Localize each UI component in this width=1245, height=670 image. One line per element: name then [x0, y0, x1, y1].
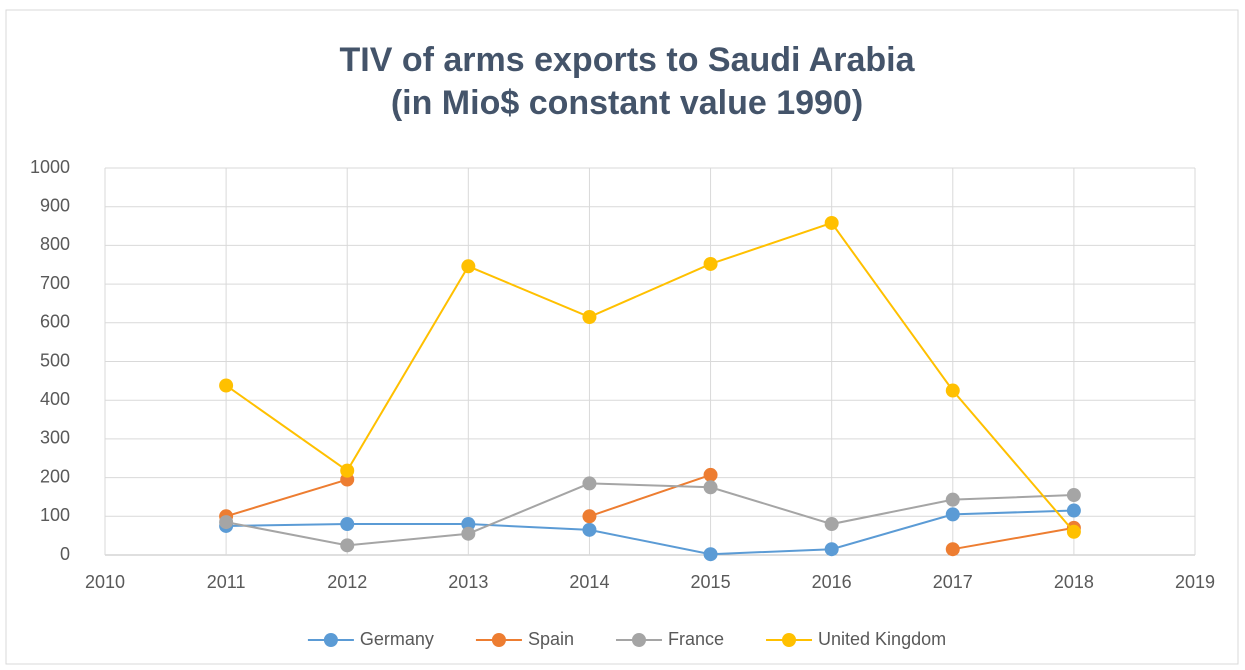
data-point [945, 542, 960, 557]
data-point [461, 259, 476, 274]
data-point [582, 309, 597, 324]
x-tick-label: 2010 [85, 572, 125, 592]
x-tick-label: 2016 [812, 572, 852, 592]
x-tick-label: 2015 [691, 572, 731, 592]
data-point [340, 517, 355, 532]
series-line [225, 482, 1074, 547]
data-point [219, 515, 234, 530]
data-point [1066, 488, 1081, 503]
x-tick-label: 2011 [207, 572, 246, 592]
data-point [703, 480, 718, 495]
data-point [824, 542, 839, 557]
y-tick-label: 300 [40, 428, 70, 448]
data-point [582, 476, 597, 491]
legend-label: France [668, 629, 724, 649]
x-tick-label: 2019 [1175, 572, 1215, 592]
legend-marker [323, 633, 338, 647]
y-tick-label: 200 [40, 466, 70, 486]
y-tick-label: 400 [40, 389, 70, 409]
data-point [945, 492, 960, 507]
legend-label: Germany [360, 629, 434, 649]
y-tick-label: 500 [40, 350, 70, 370]
x-tick-label: 2013 [448, 572, 488, 592]
data-point [945, 507, 960, 522]
data-point [1066, 524, 1081, 539]
y-tick-label: 600 [40, 312, 70, 332]
x-tick-label: 2018 [1054, 572, 1094, 592]
data-point [945, 383, 960, 398]
legend-marker [782, 633, 797, 647]
data-point [461, 517, 476, 532]
x-tick-label: 2017 [933, 572, 973, 592]
chart-title: (in Mio$ constant value 1990) [391, 84, 863, 122]
y-tick-label: 900 [40, 195, 70, 215]
legend-marker [491, 633, 506, 647]
x-tick-label: 2014 [569, 572, 609, 592]
y-tick-label: 700 [40, 273, 70, 293]
data-point [340, 538, 355, 553]
data-point [1066, 503, 1081, 518]
x-tick-label: 2012 [327, 572, 367, 592]
y-tick-label: 1000 [30, 157, 70, 177]
data-point [219, 378, 234, 393]
y-tick-label: 0 [60, 544, 70, 564]
data-point [703, 547, 718, 562]
data-point [461, 526, 476, 541]
y-tick-label: 800 [40, 234, 70, 254]
legend-marker [631, 633, 646, 647]
data-point [703, 256, 718, 271]
data-point [340, 463, 355, 478]
series-line [226, 509, 1074, 556]
legend-label: Spain [528, 629, 574, 649]
chart-title: TIV of arms exports to Saudi Arabia [340, 41, 916, 79]
data-point [703, 467, 718, 482]
data-point [582, 509, 597, 524]
legend-label: United Kingdom [818, 629, 946, 649]
data-point [582, 522, 597, 537]
data-point [824, 215, 839, 230]
series-line [225, 221, 1075, 533]
series-line [225, 473, 1075, 551]
data-point [824, 517, 839, 532]
y-tick-label: 100 [40, 505, 70, 525]
